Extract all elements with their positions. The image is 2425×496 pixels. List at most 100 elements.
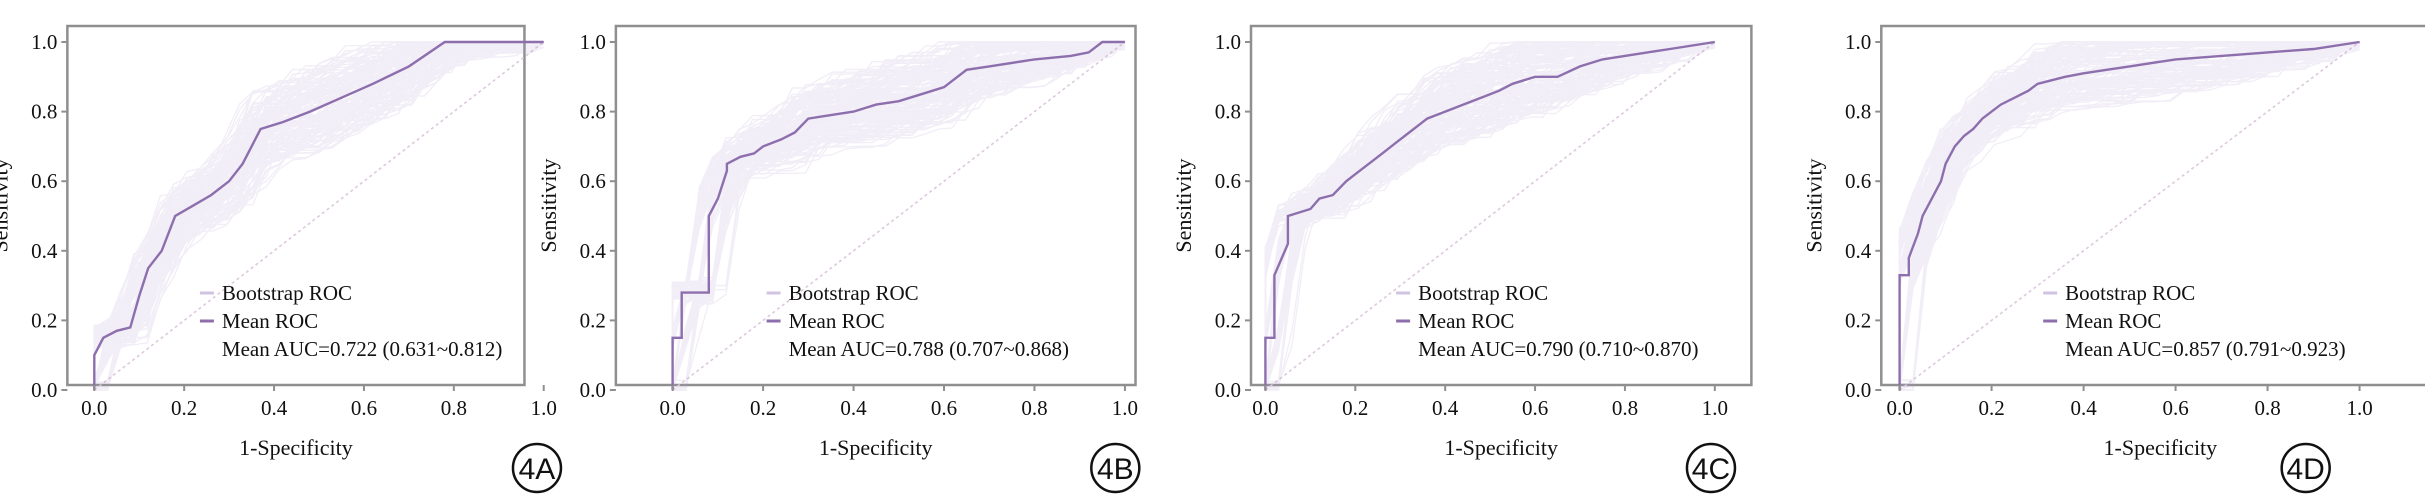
bootstrap-roc-curve (1898, 41, 2360, 391)
bootstrap-roc-curve (671, 41, 1125, 391)
bootstrap-roc-curve (1898, 44, 2360, 391)
bootstrap-roc-curve (1898, 41, 2360, 391)
bootstrap-roc-curve (1264, 41, 1715, 391)
bootstrap-roc-curve (1898, 41, 2360, 391)
bootstrap-roc-curve (1898, 46, 2360, 391)
mean-roc-curve (1264, 40, 1715, 390)
bootstrap-roc-curve (671, 41, 1125, 391)
y-axis-label: Sensitivity (1171, 158, 1196, 252)
plot-frame (1249, 24, 1753, 387)
bootstrap-roc-curve (1898, 41, 2360, 391)
y-tick-label: 1.0 (1845, 30, 1871, 54)
bootstrap-roc-curve (671, 41, 1126, 391)
bootstrap-roc-curve (1898, 41, 2360, 391)
bootstrap-roc-curve (1898, 41, 2360, 391)
bootstrap-roc-curve (1264, 41, 1715, 391)
x-axis-label: 1-Specificity (819, 435, 933, 460)
bootstrap-roc-curve (1264, 41, 1715, 391)
bootstrap-roc-curve (93, 43, 544, 391)
bootstrap-roc-curve (1898, 41, 2360, 391)
x-tick-label: 1.0 (1702, 396, 1728, 420)
y-tick-label: 0.8 (1215, 100, 1241, 124)
reference-diagonal (1899, 41, 2361, 391)
bootstrap-roc-curve (93, 41, 545, 391)
bootstrap-roc-curve (1264, 41, 1715, 391)
bootstrap-roc-curve (93, 41, 544, 391)
bootstrap-roc-curve (93, 41, 544, 391)
bootstrap-roc-curve (1898, 41, 2360, 391)
bootstrap-roc-curve (93, 41, 544, 391)
bootstrap-roc-curve (672, 41, 1126, 391)
bootstrap-roc-curve (1898, 41, 2360, 391)
bootstrap-roc-curve (671, 41, 1125, 391)
bootstrap-roc-curve (1898, 41, 2360, 391)
bootstrap-roc-curve (1898, 46, 2360, 391)
legend-auc-text: Mean AUC=0.788 (0.707~0.868) (789, 337, 1069, 361)
y-tick-label: 0.4 (31, 239, 58, 263)
bootstrap-roc-curve (1264, 41, 1715, 391)
bootstrap-roc-curve (671, 41, 1125, 391)
bootstrap-roc-curve (1264, 44, 1715, 391)
bootstrap-roc-curve (1898, 41, 2360, 391)
bootstrap-roc-curve (671, 41, 1125, 391)
bootstrap-roc-curve (1264, 41, 1715, 391)
bootstrap-roc-curve (671, 41, 1125, 391)
roc-panel-4A: 0.0 0.2 0.4 0.6 0.8 1.0 0.0 0.2 0.4 0.6 0.8 1.0 1-Sp… (0, 24, 563, 494)
bootstrap-roc-curve (672, 41, 1126, 391)
legend-label-bootstrap: Bootstrap ROC (1418, 281, 1548, 305)
bootstrap-roc-curve (93, 41, 544, 391)
bootstrap-roc-curve (94, 41, 545, 391)
bootstrap-roc-curve (1898, 41, 2360, 391)
bootstrap-roc-curve (1898, 41, 2360, 391)
bootstrap-roc-curve (1264, 41, 1715, 391)
bootstrap-roc-curve (1264, 41, 1715, 391)
bootstrap-roc-curve (672, 41, 1125, 391)
bootstrap-roc-curve (1265, 41, 1715, 391)
x-tick-label: 0.6 (351, 396, 377, 420)
bootstrap-roc-curve (1898, 41, 2360, 391)
legend: Bootstrap ROC Mean ROC Mean AUC=0.788 (0.7… (766, 281, 1069, 361)
bootstrap-roc-curve (1898, 41, 2360, 391)
bootstrap-roc-curve (1898, 41, 2360, 391)
bootstrap-roc-curve (93, 41, 544, 391)
bootstrap-roc-curve (1264, 41, 1715, 391)
bootstrap-roc-curve (1264, 41, 1715, 391)
bootstrap-roc-curve (1264, 41, 1715, 391)
bootstrap-roc-curve (93, 41, 544, 391)
y-tick-label: 0.2 (31, 308, 57, 332)
bootstrap-roc-curve (1264, 41, 1716, 391)
mean-roc-curve (671, 40, 1125, 390)
legend-auc-text: Mean AUC=0.857 (0.791~0.923) (2065, 337, 2345, 361)
bootstrap-roc-curve (1898, 41, 2360, 391)
bootstrap-roc-curve (93, 41, 544, 391)
bootstrap-roc-curve (1264, 41, 1715, 391)
bootstrap-roc-curve (1898, 41, 2360, 391)
bootstrap-roc-curve (1264, 41, 1715, 391)
bootstrap-roc-curve (672, 43, 1126, 391)
bootstrap-roc-curve (1898, 41, 2360, 391)
bootstrap-roc-curve (1264, 47, 1715, 391)
bootstrap-roc-curve (671, 41, 1125, 391)
bootstrap-roc-curve (93, 41, 544, 391)
bootstrap-roc-curve (1264, 41, 1716, 391)
bootstrap-roc-curve (93, 41, 544, 391)
panel-badge-label: 4A (519, 453, 556, 486)
bootstrap-roc-curve (1264, 41, 1715, 391)
bootstrap-roc-curve (672, 41, 1126, 391)
bootstrap-roc-curve (671, 41, 1125, 391)
bootstrap-roc-curve (1898, 41, 2360, 391)
bootstrap-roc-curve (1898, 41, 2360, 391)
bootstrap-roc-curve (1264, 41, 1715, 391)
bootstrap-roc-curve (1265, 41, 1715, 391)
bootstrap-roc-curve (1264, 41, 1715, 391)
bootstrap-roc-curve (1898, 41, 2360, 391)
x-tick-label: 0.8 (441, 396, 467, 420)
bootstrap-roc-curve (1898, 43, 2360, 391)
x-tick-label: 0.2 (750, 396, 776, 420)
bootstrap-roc-curve (1264, 41, 1715, 391)
bootstrap-roc-curve (1898, 41, 2360, 391)
bootstrap-roc-curve (94, 41, 544, 391)
bootstrap-roc-curve (671, 41, 1125, 391)
bootstrap-roc-curve (1898, 41, 2360, 391)
